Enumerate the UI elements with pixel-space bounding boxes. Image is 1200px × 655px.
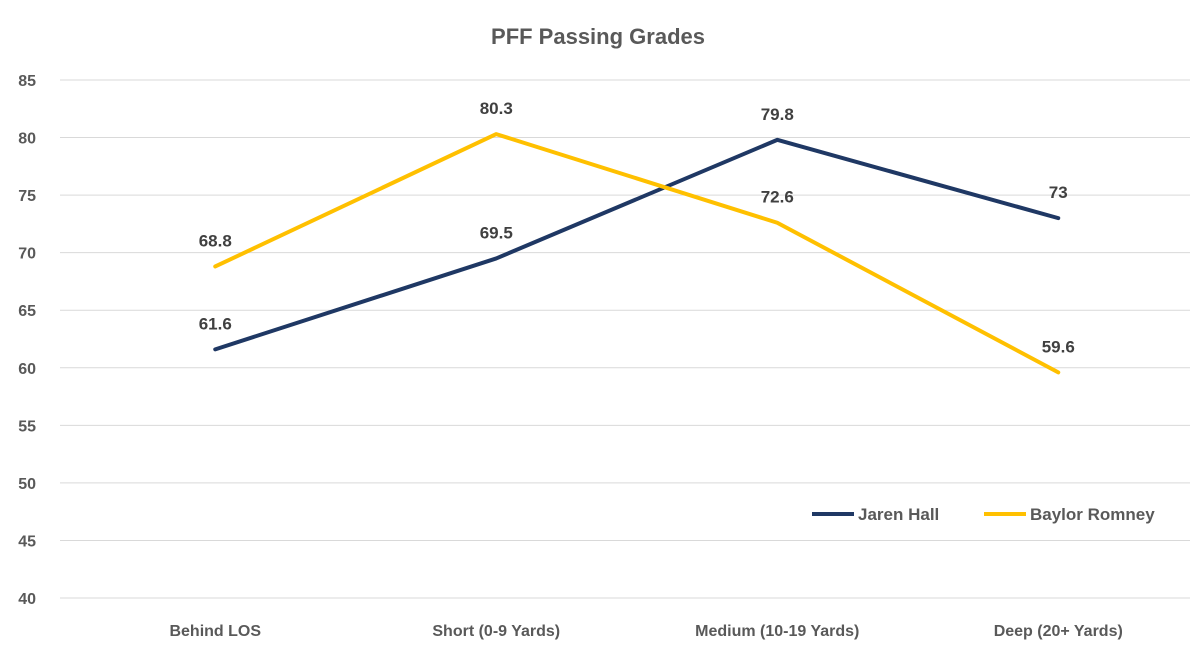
y-tick-label: 45 bbox=[18, 533, 36, 550]
y-tick-label: 65 bbox=[18, 303, 36, 320]
x-tick-label: Behind LOS bbox=[169, 623, 261, 640]
series-lines bbox=[213, 132, 1061, 375]
data-label: 59.6 bbox=[1042, 337, 1075, 356]
legend-label: Jaren Hall bbox=[858, 505, 939, 524]
data-label: 69.5 bbox=[480, 223, 513, 242]
x-tick-label: Deep (20+ Yards) bbox=[994, 623, 1123, 640]
y-tick-label: 75 bbox=[18, 188, 36, 205]
chart-title: PFF Passing Grades bbox=[491, 24, 705, 49]
series-line-1 bbox=[213, 132, 1061, 375]
y-tick-label: 50 bbox=[18, 476, 36, 493]
data-label: 80.3 bbox=[480, 99, 513, 118]
x-tick-label: Medium (10-19 Yards) bbox=[695, 623, 859, 640]
y-axis: 40 45 50 55 60 65 70 75 80 85 bbox=[18, 73, 36, 608]
data-label: 73 bbox=[1049, 183, 1068, 202]
x-tick-label: Short (0-9 Yards) bbox=[432, 623, 560, 640]
x-axis: Behind LOS Short (0-9 Yards) Medium (10-19… bbox=[169, 623, 1122, 640]
legend-label: Baylor Romney bbox=[1030, 505, 1155, 524]
data-label: 61.6 bbox=[199, 314, 232, 333]
series-line-0 bbox=[213, 137, 1061, 352]
data-label: 72.6 bbox=[761, 188, 794, 207]
y-tick-label: 85 bbox=[18, 73, 36, 90]
y-tick-label: 60 bbox=[18, 361, 36, 378]
legend-item: Jaren Hall bbox=[812, 505, 939, 524]
data-label: 68.8 bbox=[199, 231, 232, 250]
data-labels: 61.6 69.5 79.8 73 68.8 80.3 72.6 59.6 bbox=[199, 99, 1075, 356]
y-tick-label: 70 bbox=[18, 246, 36, 263]
y-tick-label: 55 bbox=[18, 418, 36, 435]
data-label: 79.8 bbox=[761, 105, 794, 124]
y-tick-label: 40 bbox=[18, 591, 36, 608]
legend: Jaren Hall Baylor Romney bbox=[812, 505, 1155, 524]
y-tick-label: 80 bbox=[18, 131, 36, 148]
legend-item: Baylor Romney bbox=[984, 505, 1155, 524]
gridlines bbox=[60, 79, 1190, 599]
